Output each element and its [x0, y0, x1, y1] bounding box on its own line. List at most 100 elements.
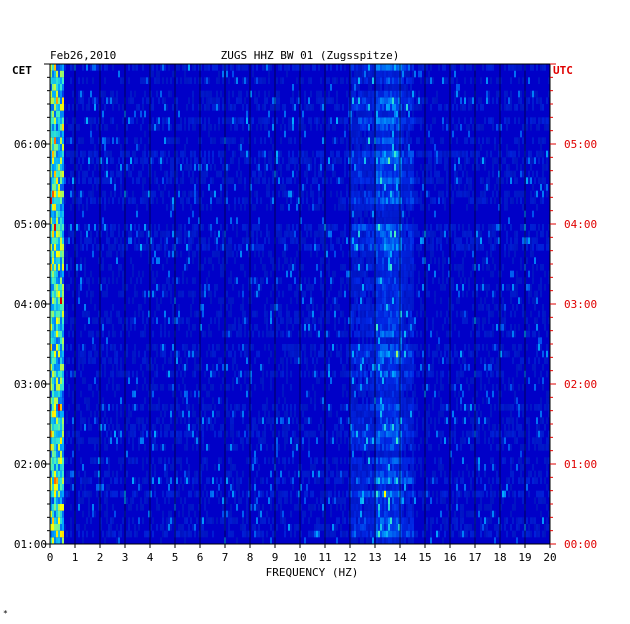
spectrogram-cell — [394, 537, 396, 544]
spectrogram-cell — [278, 497, 280, 504]
spectrogram-cell — [354, 397, 356, 404]
spectrogram-cell — [96, 490, 98, 498]
spectrogram-cell — [356, 330, 358, 338]
spectrogram-cell — [228, 384, 230, 391]
spectrogram-cell — [376, 330, 378, 338]
spectrogram-cell — [246, 504, 248, 511]
spectrogram-cell — [262, 504, 264, 511]
spectrogram-cell — [372, 504, 374, 511]
spectrogram-cell — [116, 384, 118, 391]
spectrogram-cell — [452, 357, 454, 364]
spectrogram-cell — [168, 330, 170, 338]
spectrogram-cell — [410, 370, 412, 378]
spectrogram-cell — [316, 457, 318, 464]
spectrogram-cell — [350, 344, 352, 351]
spectrogram-cell — [142, 477, 144, 484]
spectrogram-cell — [392, 304, 394, 311]
spectrogram-cell — [510, 384, 512, 391]
spectrogram-cell — [272, 490, 274, 498]
spectrogram-cell — [382, 417, 384, 424]
spectrogram-cell — [412, 464, 414, 471]
spectrogram-cell — [530, 284, 532, 291]
spectrogram-cell — [480, 357, 482, 364]
spectrogram-cell — [280, 310, 282, 318]
spectrogram-cell — [384, 430, 386, 438]
spectrogram-cell — [194, 477, 196, 484]
spectrogram-cell — [352, 464, 354, 471]
spectrogram-cell — [348, 417, 350, 424]
spectrogram-cell — [134, 317, 136, 324]
spectrogram-cell — [192, 404, 194, 411]
spectrogram-cell — [534, 370, 536, 378]
spectrogram-cell — [128, 517, 130, 524]
spectrogram-cell — [380, 517, 382, 524]
spectrogram-cell — [188, 350, 190, 358]
spectrogram-cell — [58, 357, 60, 364]
spectrogram-cell — [82, 497, 84, 504]
spectrogram-cell — [360, 490, 362, 498]
spectrogram-cell — [254, 477, 256, 484]
spectrogram-cell — [398, 350, 400, 358]
spectrogram-cell — [156, 270, 158, 278]
spectrogram-cell — [296, 524, 298, 531]
spectrogram-cell — [196, 490, 198, 498]
spectrogram-cell — [506, 404, 508, 411]
spectrogram-cell — [476, 417, 478, 424]
spectrogram-cell — [398, 417, 400, 424]
spectrogram-cell — [522, 430, 524, 438]
spectrogram-cell — [332, 497, 334, 504]
spectrogram-cell — [228, 297, 230, 304]
spectrogram-cell — [98, 257, 100, 264]
spectrogram-cell — [98, 437, 100, 444]
spectrogram-cell — [60, 297, 62, 304]
spectrogram-cell — [408, 250, 410, 258]
spectrogram-cell — [66, 490, 68, 498]
spectrogram-cell — [356, 317, 358, 324]
spectrogram-cell — [370, 377, 372, 384]
spectrogram-cell — [62, 304, 64, 311]
spectrogram-cell — [252, 277, 254, 284]
spectrogram-cell — [388, 417, 390, 424]
spectrogram-cell — [102, 484, 104, 491]
spectrogram-cell — [472, 324, 474, 331]
spectrogram-cell — [290, 344, 292, 351]
spectrogram-cell — [198, 344, 200, 351]
spectrogram-cell — [528, 290, 530, 298]
spectrogram-cell — [148, 244, 150, 251]
spectrogram-cell — [396, 497, 398, 504]
spectrogram-cell — [160, 477, 162, 484]
spectrogram-cell — [362, 457, 364, 464]
spectrogram-cell — [378, 464, 380, 471]
spectrogram-cell — [54, 424, 56, 431]
spectrogram-cell — [140, 497, 142, 504]
spectrogram-cell — [172, 277, 174, 284]
spectrogram-cell — [152, 290, 154, 298]
spectrogram-cell — [56, 324, 58, 331]
spectrogram-cell — [120, 364, 122, 371]
spectrogram-cell — [402, 297, 404, 304]
spectrogram-cell — [546, 357, 548, 364]
spectrogram-cell — [396, 377, 398, 384]
spectrogram-cell — [384, 464, 386, 471]
spectrogram-cell — [222, 257, 224, 264]
spectrogram-cell — [294, 410, 296, 418]
spectrogram-cell — [358, 270, 360, 278]
spectrogram-cell — [452, 277, 454, 284]
spectrogram-cell — [436, 350, 438, 358]
spectrogram-cell — [132, 264, 134, 271]
spectrogram-cell — [498, 357, 500, 364]
spectrogram-cell — [246, 244, 248, 251]
spectrogram-cell — [370, 397, 372, 404]
spectrogram-cell — [66, 477, 68, 484]
spectrogram-cell — [198, 244, 200, 251]
spectrogram-cell — [302, 410, 304, 418]
spectrogram-cell — [486, 284, 488, 291]
spectrogram-cell — [266, 397, 268, 404]
spectrogram-cell — [164, 250, 166, 258]
spectrogram-cell — [314, 530, 316, 538]
spectrogram-cell — [248, 437, 250, 444]
spectrogram-cell — [432, 317, 434, 324]
spectrogram-cell — [350, 477, 352, 484]
spectrogram-cell — [438, 337, 440, 344]
spectrogram-cell — [440, 350, 442, 358]
